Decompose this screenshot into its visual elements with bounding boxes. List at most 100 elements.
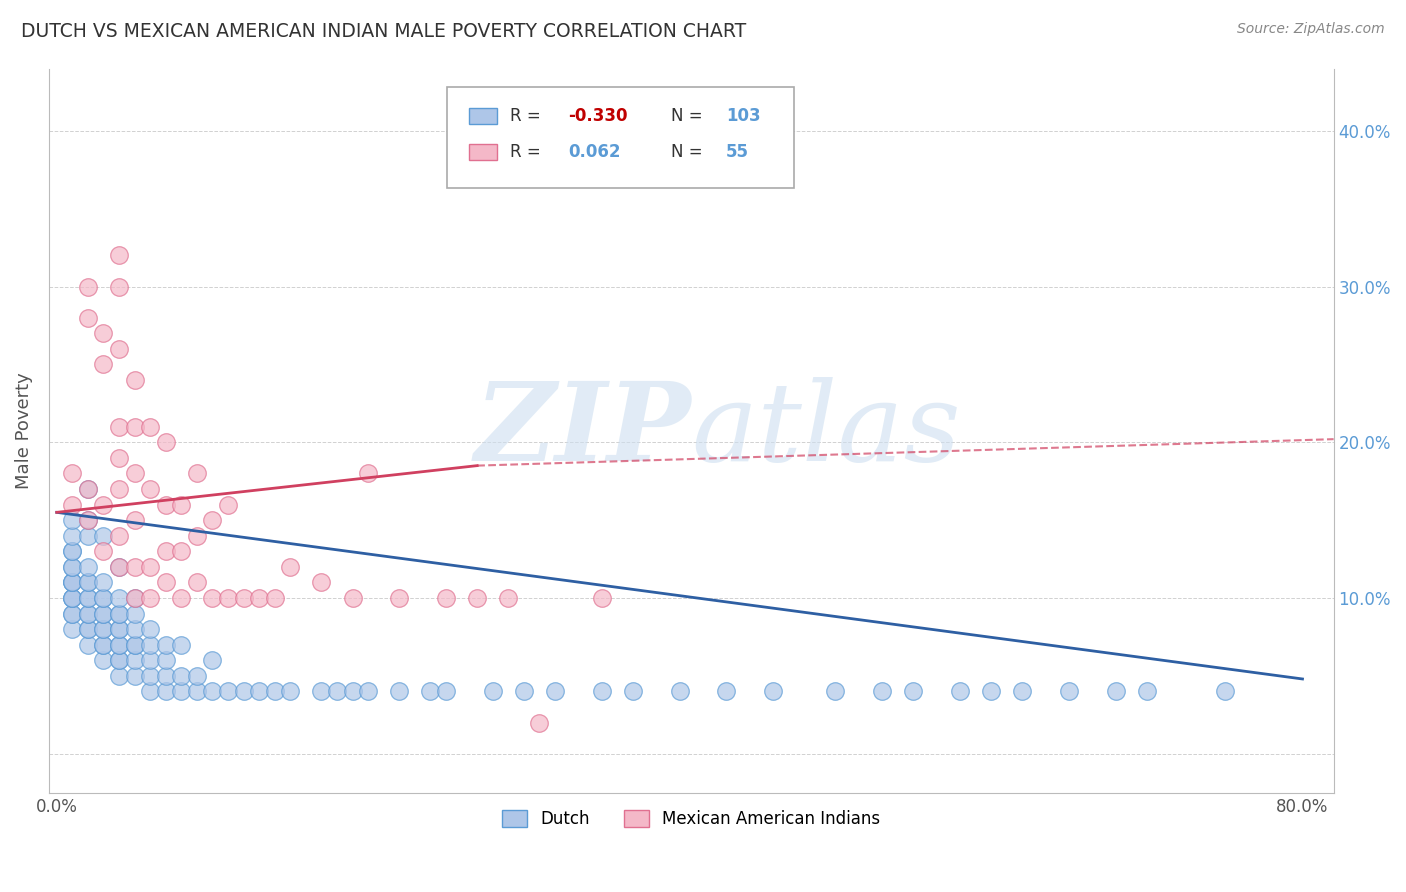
Point (124, 653, 146, 667)
Text: N =: N = (671, 106, 707, 125)
Point (77, 591, 100, 605)
Point (155, 435, 177, 450)
Point (170, 591, 193, 605)
Point (124, 373, 146, 387)
Point (108, 419, 131, 434)
Point (93, 653, 115, 667)
FancyBboxPatch shape (470, 108, 498, 124)
Point (124, 638, 146, 652)
Point (60, 544, 83, 558)
Point (481, 684, 503, 698)
Point (77, 607, 100, 621)
Point (108, 342, 131, 356)
Point (186, 684, 208, 698)
Point (465, 591, 488, 605)
Point (357, 684, 380, 698)
Point (77, 607, 100, 621)
Point (108, 669, 131, 683)
Point (217, 684, 239, 698)
Point (170, 669, 193, 683)
FancyBboxPatch shape (470, 144, 498, 160)
Point (108, 607, 131, 621)
Point (108, 248, 131, 262)
Point (498, 591, 520, 605)
Point (201, 684, 224, 698)
Point (108, 559, 131, 574)
Point (513, 684, 536, 698)
Point (155, 669, 177, 683)
Point (155, 638, 177, 652)
Point (357, 467, 380, 481)
Point (1104, 684, 1126, 698)
Point (247, 684, 270, 698)
Point (124, 513, 146, 527)
Point (77, 513, 100, 527)
Point (201, 513, 224, 527)
Point (93, 358, 115, 372)
Point (591, 591, 613, 605)
Text: -0.330: -0.330 (568, 106, 627, 125)
Point (170, 638, 193, 652)
Point (60, 591, 83, 605)
Point (124, 591, 146, 605)
Point (60, 575, 83, 590)
Point (77, 622, 100, 636)
Point (388, 591, 411, 605)
Point (108, 622, 131, 636)
Text: ZIP: ZIP (475, 376, 692, 484)
Point (108, 559, 131, 574)
Point (1213, 684, 1236, 698)
Point (139, 482, 162, 496)
Point (77, 575, 100, 590)
Point (60, 498, 83, 512)
Point (93, 326, 115, 341)
Point (108, 653, 131, 667)
Text: 55: 55 (725, 143, 749, 161)
Point (342, 684, 364, 698)
Point (60, 529, 83, 543)
Point (124, 591, 146, 605)
Text: R =: R = (510, 106, 546, 125)
Point (124, 467, 146, 481)
Text: Source: ZipAtlas.com: Source: ZipAtlas.com (1237, 22, 1385, 37)
Point (124, 607, 146, 621)
Point (232, 684, 254, 698)
Point (108, 622, 131, 636)
Point (124, 419, 146, 434)
Point (1057, 684, 1080, 698)
Point (186, 669, 208, 683)
Point (278, 684, 301, 698)
Point (93, 622, 115, 636)
Point (311, 684, 333, 698)
Point (201, 653, 224, 667)
Point (60, 607, 83, 621)
Point (326, 684, 349, 698)
Point (949, 684, 972, 698)
Point (139, 591, 162, 605)
Point (217, 498, 239, 512)
Point (77, 310, 100, 325)
Point (186, 575, 208, 590)
Point (77, 575, 100, 590)
Point (93, 529, 115, 543)
Point (93, 638, 115, 652)
Point (263, 684, 285, 698)
Point (77, 591, 100, 605)
Point (60, 591, 83, 605)
Text: 0.062: 0.062 (568, 143, 620, 161)
Point (139, 653, 162, 667)
Point (217, 591, 239, 605)
Point (1011, 684, 1033, 698)
Point (108, 638, 131, 652)
Point (419, 684, 441, 698)
Point (60, 467, 83, 481)
Point (903, 684, 925, 698)
Point (108, 482, 131, 496)
Point (155, 653, 177, 667)
Point (60, 622, 83, 636)
Point (77, 559, 100, 574)
Point (77, 482, 100, 496)
Point (93, 591, 115, 605)
Point (155, 498, 177, 512)
Point (60, 559, 83, 574)
